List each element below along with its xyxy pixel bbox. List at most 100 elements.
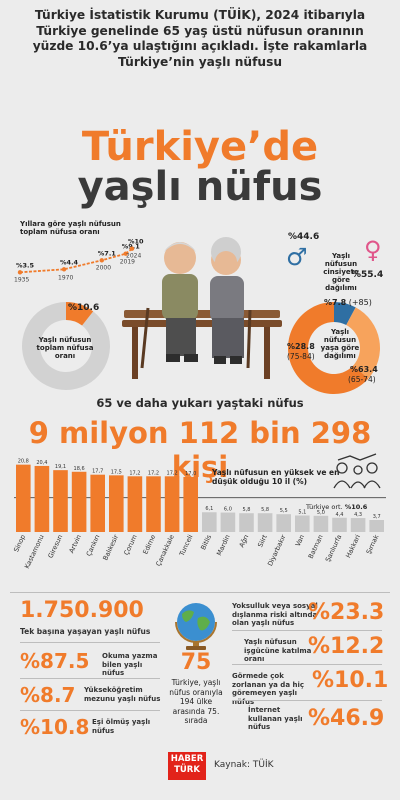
trend-chart: %3.5 1935 %4.4 1970 %7.1 2000 %9.1 2019 %10.6 202… [14, 238, 144, 284]
bar-value-label: 17,2 [167, 470, 178, 476]
divider [232, 664, 382, 665]
divider [232, 700, 382, 701]
bar-value-label: 5,8 [243, 507, 251, 513]
intro-text: Türkiye İstatistik Kurumu (TÜİK), 2024 i… [32, 8, 368, 69]
count-title: 65 ve daha yukarı yaştaki nüfus [96, 396, 304, 410]
bar-category-label: Çorum [122, 533, 138, 556]
bar-category-label: Şırnak [365, 533, 381, 555]
alone-value: 1.750.900 [20, 598, 144, 623]
trend-value-label: %3.5 [16, 261, 35, 269]
donut-elderly-slice [66, 302, 94, 326]
female-value: %55.4 [352, 270, 384, 280]
bar [53, 470, 68, 532]
divider [232, 630, 382, 631]
trend-point [99, 258, 104, 263]
bar-category-label: Ağrı [238, 533, 251, 548]
logo-bottom: TÜRK [174, 765, 200, 775]
bar [350, 518, 366, 532]
higher-edu-label: Yükseköğretim mezunu yaşlı nüfus [84, 686, 161, 703]
bar [127, 476, 143, 532]
trend-year-label: 2024 [126, 253, 141, 260]
bar [16, 464, 31, 532]
gender-label: Yaşlı nüfusun cinsiyete göre dağılımı [323, 252, 359, 292]
bar-category-label: Batman [307, 533, 325, 559]
bar [146, 476, 161, 532]
bar-category-label: Kastamonu [23, 533, 46, 570]
bar-value-label: 20,4 [36, 460, 47, 466]
alone-label: Tek başına yaşayan yaşlı nüfus [20, 627, 151, 636]
divider [10, 592, 390, 593]
widowed-label: Eşi ölmüş yaşlı nüfus [92, 718, 151, 735]
divider [20, 710, 160, 711]
bar [295, 515, 310, 532]
labor-value: %12.2 [308, 634, 385, 659]
internet-value: %46.9 [308, 706, 385, 731]
bar-category-label: Bitlis [199, 533, 213, 551]
average-value: %10.6 [344, 503, 368, 511]
average-label-wrap: Türkiye ort. %10.6 [306, 503, 367, 511]
bar-value-label: 6,0 [224, 507, 232, 513]
age-85-range: (+85) [348, 298, 372, 307]
globe-text: Türkiye, yaşlı nüfus oranıyla 194 ülke a… [169, 678, 223, 725]
age-65-range: (65-74) [348, 375, 376, 384]
bar [71, 471, 87, 532]
bar-category-label: Tunceli [177, 533, 194, 558]
bar-value-label: 5,0 [317, 510, 325, 516]
page-title-line2: yaşlı nüfus [77, 164, 323, 210]
bar-value-label: 5,1 [298, 509, 306, 515]
bar-value-label: 17,0 [185, 471, 196, 477]
age-label: Yaşlı nüfusun yaşa göre dağılımı [320, 328, 360, 360]
age-85-label: %7.8 (+85) [324, 298, 372, 307]
age-75-value: %28.8 [287, 342, 315, 351]
bar-category-label: Edirne [141, 533, 157, 555]
bar-category-label: Siirt [256, 533, 269, 549]
bar-value-label: 3,7 [373, 514, 381, 520]
bar [239, 513, 254, 532]
bar-category-label: Giresun [46, 533, 64, 559]
total-donut [21, 302, 110, 390]
bar-chart: 20,8 Sinop 20,4 Kastamonu 19,1 Giresun 18,6 Art… [12, 459, 386, 570]
male-value: %44.6 [288, 232, 320, 242]
vision-label: Görmede çok zorlanan ya da hiç göremeyen… [232, 672, 305, 706]
bar [202, 512, 217, 532]
bar-value-label: 4,4 [336, 512, 344, 518]
age-75-range: (75-84) [287, 352, 315, 361]
globe-rank: 75 [180, 650, 212, 675]
female-symbol-icon: ♀ [364, 236, 382, 264]
higher-edu-value: %8.7 [20, 683, 76, 707]
page-title-line1: Türkiye’de [81, 124, 319, 170]
trend-year-label: 1935 [14, 276, 29, 283]
literacy-label: Okuma yazma bilen yaşlı nüfus [102, 652, 158, 677]
bar-value-label: 20,8 [18, 459, 29, 465]
bar [183, 476, 198, 532]
trend-value-label: %7.1 [98, 249, 117, 257]
bar-value-label: 17,7 [92, 469, 103, 475]
haberturk-logo: HABER TÜRK [168, 752, 206, 780]
donut-rest-slice [21, 302, 110, 390]
poverty-value: %23.3 [308, 600, 385, 625]
internet-label: İnternet kullanan yaşlı nüfus [248, 706, 303, 731]
literacy-value: %87.5 [20, 649, 90, 673]
bar-category-label: Artvin [67, 533, 82, 554]
divider [20, 642, 160, 643]
age-slice [346, 307, 380, 379]
labor-label: Yaşlı nüfusun işgücüne katılma oranı [244, 638, 312, 663]
bar-value-label: 17,2 [129, 470, 140, 476]
bar-value-label: 6,1 [205, 506, 213, 512]
trend-year-label: 2000 [96, 264, 111, 271]
bar-category-label: Van [294, 533, 306, 547]
bar-category-label: Hakkari [344, 533, 362, 559]
male-symbol-icon: ♂ [286, 243, 308, 271]
divider [20, 678, 160, 679]
bar-value-label: 18,6 [74, 466, 85, 472]
bar-value-label: 5,5 [280, 508, 288, 514]
trend-point [123, 251, 128, 256]
bar [332, 517, 347, 532]
poverty-label: Yoksulluk veya sosyal dışlanma riski alt… [232, 602, 318, 627]
bar-category-label: Çanakkale [154, 533, 176, 567]
age-85-value: %7.8 [324, 298, 347, 307]
trend-point [61, 267, 67, 272]
bar-value-label: 17,5 [111, 469, 122, 475]
age-donut [288, 302, 380, 394]
bar-category-label: Şanlıurfa [324, 533, 343, 563]
